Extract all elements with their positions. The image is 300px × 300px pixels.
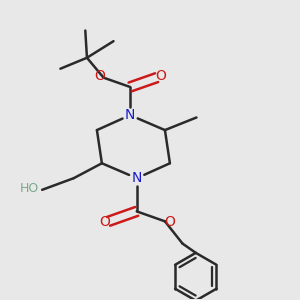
Text: O: O [99, 215, 110, 229]
Text: HO: HO [20, 182, 39, 195]
Text: N: N [125, 108, 135, 122]
Text: O: O [164, 215, 175, 229]
Text: O: O [94, 69, 105, 83]
Text: O: O [155, 69, 167, 83]
Text: N: N [131, 171, 142, 185]
